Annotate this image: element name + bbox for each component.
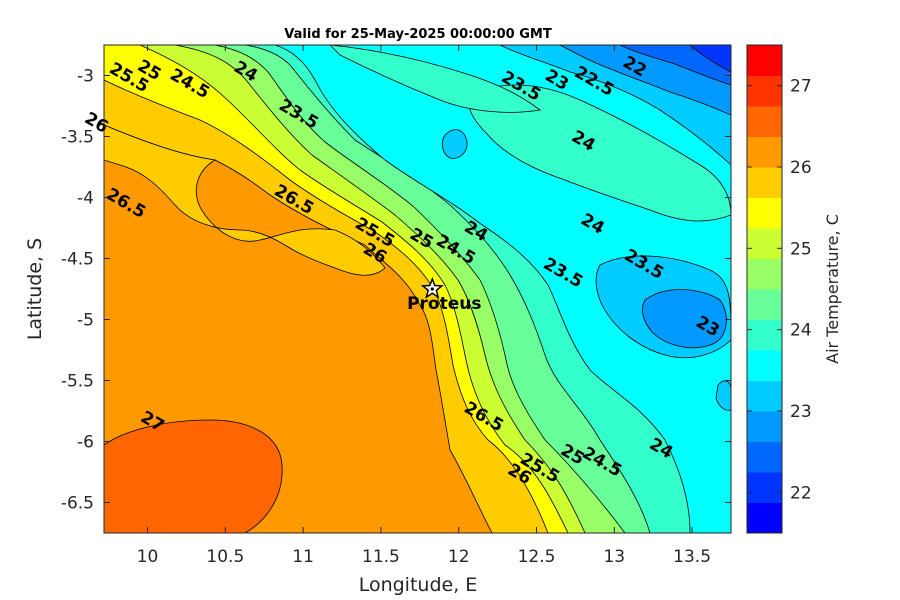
contour-plot-area [104,45,731,533]
tongue-upper-23.5-to-24 [329,45,541,113]
y-tick-label: -3 [77,67,94,87]
colorbar-segment [747,411,782,442]
x-tick-label: 12.5 [518,547,556,567]
colorbar-segment [747,45,782,76]
station-dot [430,287,434,291]
band-26.5-to-27 [104,419,283,533]
colorbar-tick-label: 23 [790,402,812,422]
colorbar-tick-label: 26 [790,158,812,178]
x-tick-label: 11.5 [362,547,400,567]
colorbar-tick-label: 27 [790,77,812,97]
colorbar-tick-label: 25 [790,239,812,259]
tongue-23.5-to-24 [468,84,731,222]
colorbar-segment [747,350,782,381]
colorbar-frame [746,44,783,534]
spot-22.5-to-23-bottom [715,380,731,411]
x-tick-label: 13 [603,547,625,567]
y-tick-label: -6.5 [61,494,94,514]
y-tick-label: -4.5 [61,250,94,270]
colorbar-segment [747,75,782,107]
y-tick-label: -3.5 [61,128,94,148]
station-label: Proteus [407,294,481,314]
colorbar-segment [747,197,782,229]
colorbar-tick-label: 22 [790,483,812,503]
colorbar-segment [747,502,782,534]
colorbar-segment [747,167,782,198]
axes-frame [103,44,732,534]
colorbar-segment [747,319,782,351]
colorbar-segment [747,228,782,259]
colorbar-segment [747,106,782,137]
colorbar-segment [747,472,782,503]
colorbar-segment [747,441,782,473]
y-tick-label: -4 [77,189,94,209]
y-tick-label: -6 [77,433,94,453]
colorbar-label: Air Temperature, C [823,214,842,364]
x-axis-ticks: 10 10.5 11 11.5 12 12.5 13 13.5 [137,45,711,567]
x-axis-label: Longitude, E [359,574,478,596]
station-marker: Proteus [407,276,481,314]
y-tick-label: -5 [77,311,94,331]
colorbar [746,44,783,534]
x-tick-label: 11 [292,547,314,567]
y-axis-ticks: -3 -3.5 -4 -4.5 -5 -5.5 -6 -6.5 [61,67,731,514]
x-tick-label: 10.5 [206,547,244,567]
y-axis-label: Latitude, S [24,238,46,340]
band-26-to-26.5-lobe [104,124,386,276]
colorbar-tick-label: 24 [790,321,812,341]
x-tick-label: 12 [448,547,470,567]
x-tick-label: 10 [137,547,159,567]
spot-22.5-to-23-small [441,129,468,159]
x-tick-label: 13.5 [673,547,711,567]
colorbar-segment [747,289,782,320]
patch-22-to-22.5-right [641,289,727,349]
y-tick-label: -5.5 [61,372,94,392]
colorbar-segment [747,380,782,412]
colorbar-ticks: 22 23 24 25 26 27 [747,77,812,503]
colorbar-segment [747,136,782,168]
colorbar-segment [747,258,782,290]
patch-coldest-top [689,45,731,73]
chart-title: Valid for 25-May-2025 00:00:00 GMT [284,27,552,42]
